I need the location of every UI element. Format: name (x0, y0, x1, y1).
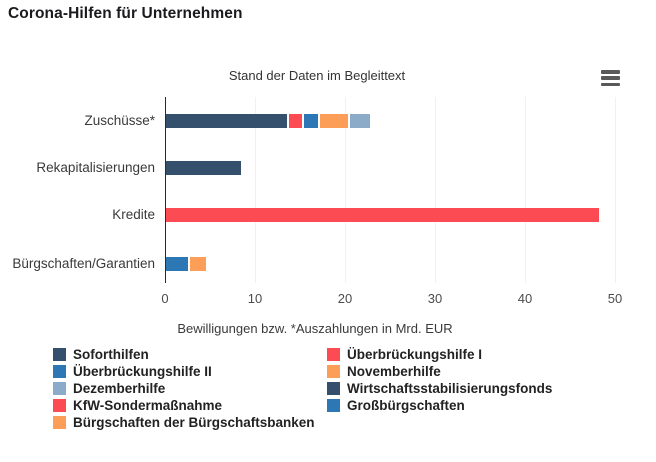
legend-label: Überbrückungshilfe I (347, 347, 483, 362)
category-label: Zuschüsse* (84, 113, 155, 128)
x-gridline (615, 97, 616, 283)
bar-row (166, 208, 599, 222)
legend-item: Bürgschaften der Bürgschaftsbanken (53, 414, 315, 431)
legend-label: Großbürgschaften (347, 398, 465, 413)
bar-segment (289, 114, 302, 128)
legend-item: Großbürgschaften (327, 397, 465, 414)
x-tick-label: 30 (427, 291, 443, 306)
bar-row (166, 257, 206, 271)
legend-swatch (327, 382, 340, 395)
legend-item: Überbrückungshilfe II (53, 363, 212, 380)
legend-label: Bürgschaften der Bürgschaftsbanken (73, 415, 315, 430)
category-label: Kredite (112, 207, 155, 222)
legend-item: KfW-Sondermaßnahme (53, 397, 222, 414)
x-tick-label: 50 (607, 291, 623, 306)
legend-item: Dezemberhilfe (53, 380, 165, 397)
x-axis-zero-line (165, 97, 166, 283)
legend-item: Überbrückungshilfe I (327, 346, 482, 363)
legend-item: Wirtschaftsstabilisierungsfonds (327, 380, 552, 397)
chart-subtitle: Stand der Daten im Begleittext (228, 68, 406, 83)
bar-segment (320, 114, 348, 128)
legend-label: Novemberhilfe (347, 364, 441, 379)
bar-segment (166, 114, 287, 128)
legend-label: Wirtschaftsstabilisierungsfonds (347, 381, 553, 396)
x-gridline (345, 97, 346, 283)
bar-segment (166, 208, 599, 222)
x-tick-label: 20 (337, 291, 353, 306)
legend-label: Soforthilfen (73, 347, 149, 362)
legend-label: KfW-Sondermaßnahme (73, 398, 222, 413)
x-gridline (435, 97, 436, 283)
legend-swatch (53, 348, 66, 361)
x-gridline (255, 97, 256, 283)
page-title: Corona-Hilfen für Unternehmen (8, 5, 243, 22)
legend-swatch (53, 399, 66, 412)
x-tick-label: 10 (247, 291, 263, 306)
category-label: Rekapitalisierungen (36, 160, 155, 175)
bar-segment (304, 114, 318, 128)
legend-label: Dezemberhilfe (73, 381, 166, 396)
legend-label: Überbrückungshilfe II (73, 364, 212, 379)
x-axis-label: Bewilligungen bzw. *Auszahlungen in Mrd.… (177, 321, 453, 336)
bar-segment (166, 161, 241, 175)
x-tick-label: 40 (517, 291, 533, 306)
legend-swatch (327, 365, 340, 378)
legend-swatch (53, 365, 66, 378)
legend-swatch (53, 416, 66, 429)
bar-segment (166, 257, 188, 271)
bar-segment (350, 114, 370, 128)
category-label: Bürgschaften/Garantien (12, 256, 155, 271)
bar-row (166, 114, 370, 128)
legend-item: Novemberhilfe (327, 363, 441, 380)
x-tick-label: 0 (161, 291, 169, 306)
legend-item: Soforthilfen (53, 346, 149, 363)
bar-row (166, 161, 241, 175)
hamburger-menu-icon[interactable] (601, 70, 620, 86)
x-gridline (525, 97, 526, 283)
legend-swatch (53, 382, 66, 395)
legend-swatch (327, 348, 340, 361)
bar-segment (190, 257, 206, 271)
legend-swatch (327, 399, 340, 412)
